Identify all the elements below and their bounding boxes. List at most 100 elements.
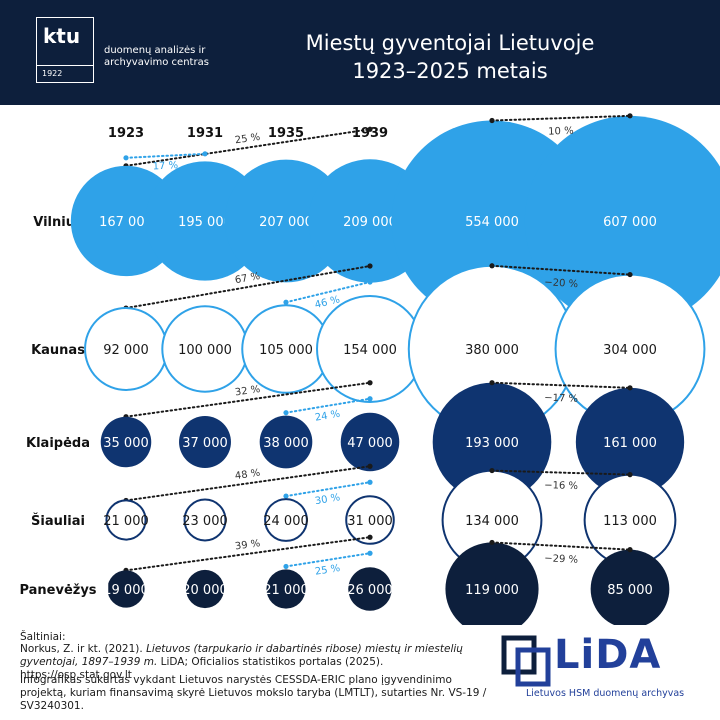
bubble-1923 bbox=[100, 416, 152, 468]
lida-mark-icon bbox=[501, 635, 551, 687]
change-dot bbox=[489, 263, 495, 269]
bubble-chart: 192319311935193920012025Vilnius25 %17 %1… bbox=[19, 113, 720, 625]
change-dot bbox=[283, 563, 289, 570]
change-dot bbox=[627, 113, 633, 119]
change-dot bbox=[489, 380, 495, 386]
bubble-value-1939: 26 000 bbox=[347, 583, 393, 598]
change-label-long: 67 % bbox=[234, 271, 261, 286]
bubble-value-1935: 21 000 bbox=[263, 583, 309, 598]
change-line-modern bbox=[491, 541, 631, 551]
bubble-2025 bbox=[524, 115, 720, 327]
bubble-2001 bbox=[432, 382, 552, 502]
bubble-1939 bbox=[348, 567, 392, 611]
change-label-short: 17 % bbox=[152, 160, 178, 172]
ktu-logo: ktu 1922 bbox=[36, 17, 94, 83]
bubble-value-2001: 193 000 bbox=[465, 436, 519, 451]
change-dot bbox=[489, 467, 495, 474]
change-dot bbox=[367, 279, 373, 285]
bubble-value-2025: 113 000 bbox=[603, 514, 657, 529]
bubble-value-1931: 20 000 bbox=[182, 583, 228, 598]
bubble-value-1935: 38 000 bbox=[263, 436, 309, 451]
change-label-modern: −17 % bbox=[544, 393, 578, 405]
change-dot bbox=[489, 539, 495, 546]
bubble-1935 bbox=[259, 415, 313, 469]
bubble-value-1935: 105 000 bbox=[259, 343, 313, 358]
change-dot bbox=[489, 117, 495, 124]
change-dot bbox=[627, 472, 633, 478]
change-dot bbox=[367, 380, 373, 386]
change-dot bbox=[367, 479, 373, 485]
change-line-long bbox=[125, 536, 371, 572]
change-line-short bbox=[285, 552, 371, 568]
year-header-1923: 1923 bbox=[108, 126, 144, 141]
funding-note: Infografikas sukurtas vykdant Lietuvos n… bbox=[20, 674, 487, 712]
source-title: Lietuvos (tarpukario ir dabartinės ribos… bbox=[20, 643, 463, 668]
bubble-2025 bbox=[590, 549, 670, 625]
change-label-modern: 10 % bbox=[548, 126, 574, 138]
change-line-long bbox=[125, 381, 371, 418]
bubble-value-1939: 31 000 bbox=[347, 514, 393, 529]
bubble-1931 bbox=[183, 498, 227, 542]
city-label-0: Vilnius bbox=[33, 215, 83, 230]
bubble-value-1923: 92 000 bbox=[103, 343, 149, 358]
change-label-short: 25 % bbox=[314, 563, 341, 578]
change-line-long bbox=[125, 128, 371, 167]
bubble-1939 bbox=[340, 412, 400, 472]
change-line-modern bbox=[491, 381, 631, 389]
change-dot bbox=[283, 299, 289, 305]
ktu-tagline-1: duomenų analizės ir bbox=[104, 45, 206, 56]
ktu-tagline-2: archyvavimo centras bbox=[104, 57, 209, 68]
bubble-value-1931: 195 000 bbox=[178, 215, 232, 230]
change-line-short bbox=[285, 481, 371, 498]
change-label-short: 30 % bbox=[314, 492, 341, 507]
change-dot bbox=[202, 151, 208, 157]
bubble-value-2025: 161 000 bbox=[603, 436, 657, 451]
change-label-modern: −29 % bbox=[544, 553, 578, 566]
bubble-value-1931: 23 000 bbox=[182, 514, 228, 529]
bubble-value-1923: 21 000 bbox=[103, 514, 149, 529]
bubble-value-1931: 37 000 bbox=[182, 436, 228, 451]
change-line-modern bbox=[491, 114, 631, 122]
bubble-value-2025: 607 000 bbox=[603, 215, 657, 230]
bubble-value-2001: 380 000 bbox=[465, 343, 519, 358]
bubble-value-1939: 154 000 bbox=[343, 343, 397, 358]
ktu-logo-year: 1922 bbox=[42, 69, 63, 78]
page-title-line-2: 1923–2025 metais bbox=[352, 59, 548, 83]
change-label-long: 39 % bbox=[234, 538, 261, 552]
change-label-modern: −16 % bbox=[544, 480, 578, 492]
year-header-1935: 1935 bbox=[268, 126, 304, 141]
city-label-4: Panevėžys bbox=[19, 583, 96, 598]
bubble-value-2025: 85 000 bbox=[607, 583, 653, 598]
bubble-value-2025: 304 000 bbox=[603, 343, 657, 358]
change-dot bbox=[283, 410, 289, 416]
change-dot bbox=[367, 463, 373, 469]
bubble-value-2001: 554 000 bbox=[465, 215, 519, 230]
bubble-1935 bbox=[266, 569, 306, 609]
bubble-2001 bbox=[445, 542, 539, 625]
year-header-1931: 1931 bbox=[187, 126, 223, 141]
change-label-long: 32 % bbox=[234, 384, 261, 398]
bubble-1935 bbox=[264, 498, 308, 542]
bubble-value-1939: 209 000 bbox=[343, 215, 397, 230]
bubble-value-1923: 167 000 bbox=[99, 215, 153, 230]
change-dot bbox=[627, 385, 633, 391]
sources-label: Šaltiniai: bbox=[20, 631, 66, 643]
change-label-long: 48 % bbox=[234, 468, 261, 482]
change-line-long bbox=[125, 265, 371, 310]
year-header-1939: 1939 bbox=[352, 126, 388, 141]
page-title-line-1: Miestų gyventojai Lietuvoje bbox=[305, 31, 595, 55]
change-label-short: 24 % bbox=[314, 409, 341, 424]
bubble-value-1931: 100 000 bbox=[178, 343, 232, 358]
lida-subtitle: Lietuvos HSM duomenų archyvas bbox=[526, 688, 685, 699]
change-line-short bbox=[125, 152, 206, 159]
lida-wordmark: LiDA bbox=[554, 632, 662, 678]
change-dot bbox=[367, 263, 373, 269]
bubble-1923 bbox=[105, 499, 147, 541]
change-line-long bbox=[125, 465, 371, 502]
bubble-value-1935: 24 000 bbox=[263, 514, 309, 529]
bubble-value-1935: 207 000 bbox=[259, 215, 313, 230]
bubble-1931 bbox=[179, 416, 231, 468]
header-banner: ktu 1922 duomenų analizės ir archyvavimo… bbox=[0, 0, 720, 105]
bubble-value-2001: 119 000 bbox=[465, 583, 519, 598]
change-dot bbox=[367, 396, 373, 402]
